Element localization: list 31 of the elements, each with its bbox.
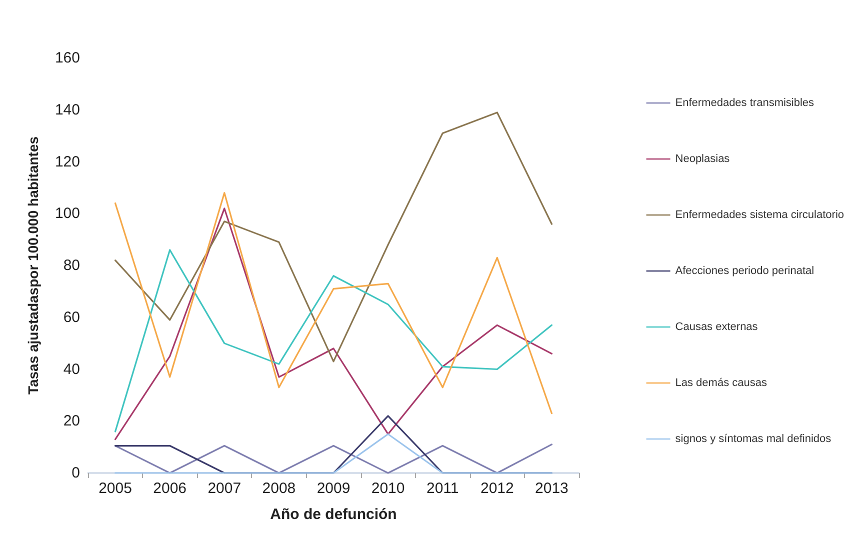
y-tick-label: 160 <box>54 50 80 66</box>
x-tick-label: 2007 <box>208 480 242 497</box>
line-series <box>114 249 553 432</box>
legend-label: Enfermedades sistema circulatorio <box>675 209 844 221</box>
legend-label: Enfermedades transmisibles <box>675 97 815 109</box>
x-tick-label: 2005 <box>98 480 132 497</box>
legend-label: signos y síntomas mal definidos <box>675 433 832 445</box>
y-tick-label: 40 <box>63 360 80 378</box>
y-tick-label: 80 <box>63 257 80 274</box>
y-tick-label: 100 <box>54 205 80 222</box>
legend-label: Las demás causas <box>675 377 768 389</box>
x-tick-label: 2009 <box>316 480 350 497</box>
x-tick-label: 2006 <box>153 480 187 497</box>
x-axis-title: Año de defunción <box>270 506 397 523</box>
y-tick-label: 140 <box>54 101 80 118</box>
y-tick-label: 0 <box>72 464 80 482</box>
y-tick-label: 20 <box>63 412 80 430</box>
y-tick-label: 120 <box>54 153 80 170</box>
legend-label: Causas externas <box>675 321 758 333</box>
y-tick-label: 60 <box>63 308 80 326</box>
legend-label: Afecciones periodo perinatal <box>675 265 814 277</box>
x-tick-label: 2010 <box>371 480 405 497</box>
y-axis-title: Tasas ajustadaspor 100.000 habitantes <box>25 136 41 395</box>
x-tick-label: 2013 <box>535 480 568 497</box>
legend-label: Neoplasias <box>675 153 730 165</box>
line-series <box>114 208 553 440</box>
line-series <box>114 112 553 362</box>
x-tick-label: 2012 <box>480 480 514 497</box>
x-tick-label: 2011 <box>426 480 459 497</box>
x-tick-label: 2008 <box>262 480 296 497</box>
line-series <box>114 192 553 414</box>
